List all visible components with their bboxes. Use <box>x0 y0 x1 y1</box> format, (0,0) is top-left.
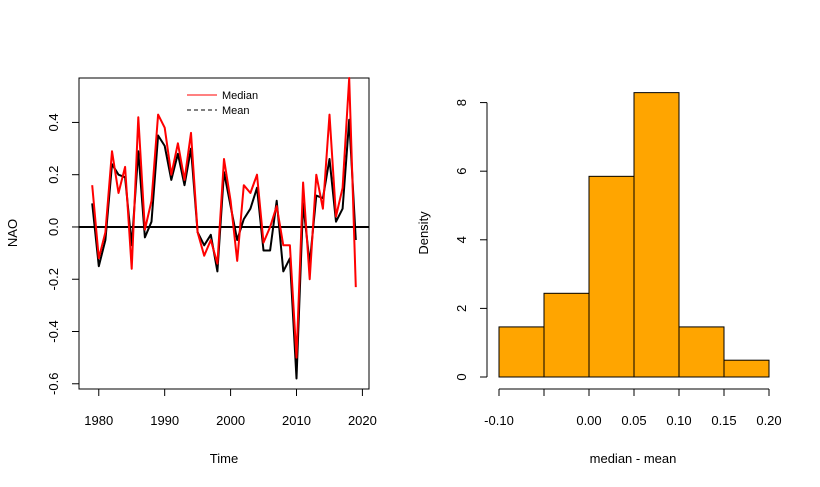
x-tick-label: 0.05 <box>621 413 646 428</box>
y-tick-label: 0.0 <box>46 218 61 236</box>
x-tick-label: 2000 <box>216 413 245 428</box>
x-tick-label: 2010 <box>282 413 311 428</box>
y-tick-label: 6 <box>454 168 469 175</box>
difference-histogram: -0.10 0.00 0.05 0.10 0.15 0.20 0 2 4 6 8 median -… <box>416 92 782 466</box>
y-tick-label: -0.4 <box>46 320 61 342</box>
legend-mean-label: Mean <box>222 105 250 117</box>
x-tick-label: 0.10 <box>666 413 691 428</box>
histogram-bar <box>588 175 635 378</box>
histogram-bar <box>678 326 725 378</box>
y-tick-label: -0.6 <box>46 373 61 395</box>
y-axis: -0.6 -0.4 -0.2 0.0 0.2 0.4 <box>46 113 79 395</box>
x-tick-label: 0.20 <box>756 413 781 428</box>
histogram-bar <box>543 292 590 378</box>
histogram-bars <box>498 92 770 378</box>
x-axis-title: median - mean <box>590 451 677 466</box>
y-tick-label: 2 <box>454 305 469 312</box>
x-tick-label: -0.10 <box>484 413 514 428</box>
y-tick-label: 8 <box>454 99 469 106</box>
x-tick-label: 1980 <box>84 413 113 428</box>
y-tick-label: 0 <box>454 373 469 380</box>
histogram-bar <box>723 359 770 378</box>
y-tick-label: 0.4 <box>46 113 61 131</box>
legend-median-label: Median <box>222 90 258 102</box>
histogram-bar <box>498 326 545 378</box>
nao-line-chart: 1980 1990 2000 2010 2020 -0.6 -0.4 -0.2 0.0 0.2 0… <box>5 77 377 466</box>
x-tick-label: 2020 <box>348 413 377 428</box>
y-axis: 0 2 4 6 8 <box>454 99 488 381</box>
x-axis-title: Time <box>210 451 238 466</box>
y-axis-title: Density <box>416 211 431 255</box>
y-tick-label: 4 <box>454 236 469 243</box>
x-axis: -0.10 0.00 0.05 0.10 0.15 0.20 <box>484 388 782 428</box>
y-tick-label: 0.2 <box>46 166 61 184</box>
x-axis: 1980 1990 2000 2010 2020 <box>84 389 377 428</box>
y-axis-title: NAO <box>5 219 20 247</box>
series-line-median <box>91 77 357 359</box>
x-tick-label: 1990 <box>150 413 179 428</box>
series-layer <box>91 77 357 380</box>
y-tick-label: -0.2 <box>46 268 61 290</box>
x-tick-label: 0.00 <box>576 413 601 428</box>
plot-box <box>78 77 370 390</box>
legend: Median Mean <box>187 90 258 117</box>
x-tick-label: 0.15 <box>711 413 736 428</box>
histogram-bar <box>633 92 680 378</box>
